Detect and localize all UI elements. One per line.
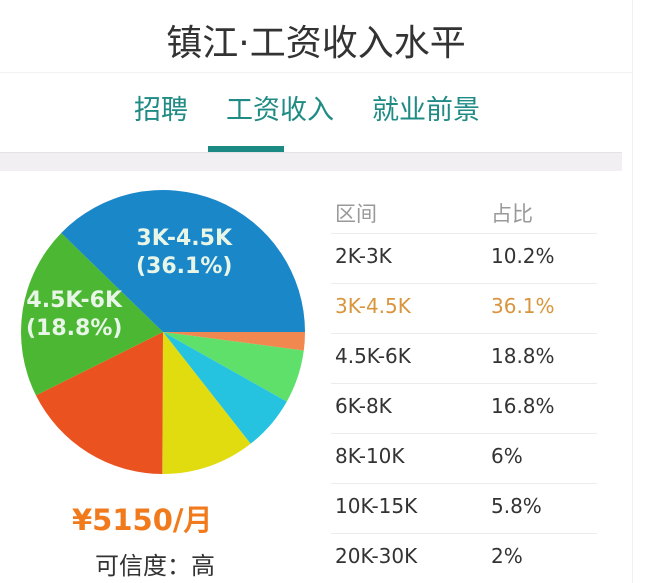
pie-slice-20K-30K — [163, 332, 305, 351]
tab-employment-outlook[interactable]: 就业前景 — [372, 95, 480, 126]
pie-label-range: 4.5K-6K — [26, 288, 123, 313]
cell-range: 4.5K-6K — [335, 344, 411, 368]
cell-range: 10K-15K — [335, 494, 418, 518]
average-salary: ¥5150/月 — [72, 503, 213, 537]
salary-distribution-table: 区间 占比 2K-3K 10.2% 3K-4.5K 36.1% 4.5K-6K … — [331, 188, 597, 583]
pie-label-3k-4.5k: 3K-4.5K (36.1%) — [136, 225, 232, 281]
cell-share: 5.8% — [491, 494, 542, 518]
salary-pie-chart: 3K-4.5K (36.1%) 4.5K-6K (18.8%) — [20, 189, 306, 475]
cell-range: 8K-10K — [335, 444, 405, 468]
cell-range: 20K-30K — [335, 544, 418, 568]
page-title: 镇江·工资收入水平 — [166, 23, 466, 64]
table-row: 2K-3K 10.2% — [331, 234, 597, 284]
pie-label-4.5k-6k: 4.5K-6K (18.8%) — [26, 287, 122, 343]
pie-slice-8K-10K — [163, 332, 287, 444]
header-range: 区间 — [335, 202, 377, 226]
pie-slice-2K-3K — [162, 332, 251, 474]
cell-share: 10.2% — [491, 244, 555, 268]
tab-bar: 招聘 工资收入 就业前景 — [0, 88, 657, 138]
pie-label-percent: (36.1%) — [136, 254, 233, 279]
cell-share: 16.8% — [491, 394, 555, 418]
cell-range: 2K-3K — [335, 244, 392, 268]
tab-salary[interactable]: 工资收入 — [226, 95, 334, 126]
right-border — [632, 0, 633, 583]
header-share: 占比 — [491, 202, 533, 226]
header-divider — [0, 72, 632, 73]
cell-range: 6K-8K — [335, 394, 392, 418]
pie-slice-3K-4.5K — [61, 189, 306, 332]
section-divider-band — [0, 152, 622, 171]
table-header: 区间 占比 — [331, 188, 597, 234]
cell-share: 36.1% — [491, 294, 555, 318]
pie-slice-10K-15K — [163, 332, 304, 402]
pie-slice-4.5K-6K — [21, 233, 163, 396]
tab-recruitment[interactable]: 招聘 — [134, 95, 188, 126]
active-tab-indicator — [208, 146, 284, 152]
cell-share: 2% — [491, 544, 523, 568]
table-row-highlighted: 3K-4.5K 36.1% — [331, 284, 597, 334]
pie-label-percent: (18.8%) — [26, 316, 123, 341]
pie-label-range: 3K-4.5K — [136, 226, 233, 251]
cell-share: 18.8% — [491, 344, 555, 368]
credibility-label: 可信度：高 — [95, 552, 215, 580]
cell-range: 3K-4.5K — [335, 294, 411, 318]
cell-share: 6% — [491, 444, 523, 468]
pie-slice-6K-8K — [35, 332, 163, 474]
table-row: 10K-15K 5.8% — [331, 484, 597, 534]
table-row: 20K-30K 2% — [331, 534, 597, 583]
table-row: 8K-10K 6% — [331, 434, 597, 484]
table-row: 6K-8K 16.8% — [331, 384, 597, 434]
table-row: 4.5K-6K 18.8% — [331, 334, 597, 384]
